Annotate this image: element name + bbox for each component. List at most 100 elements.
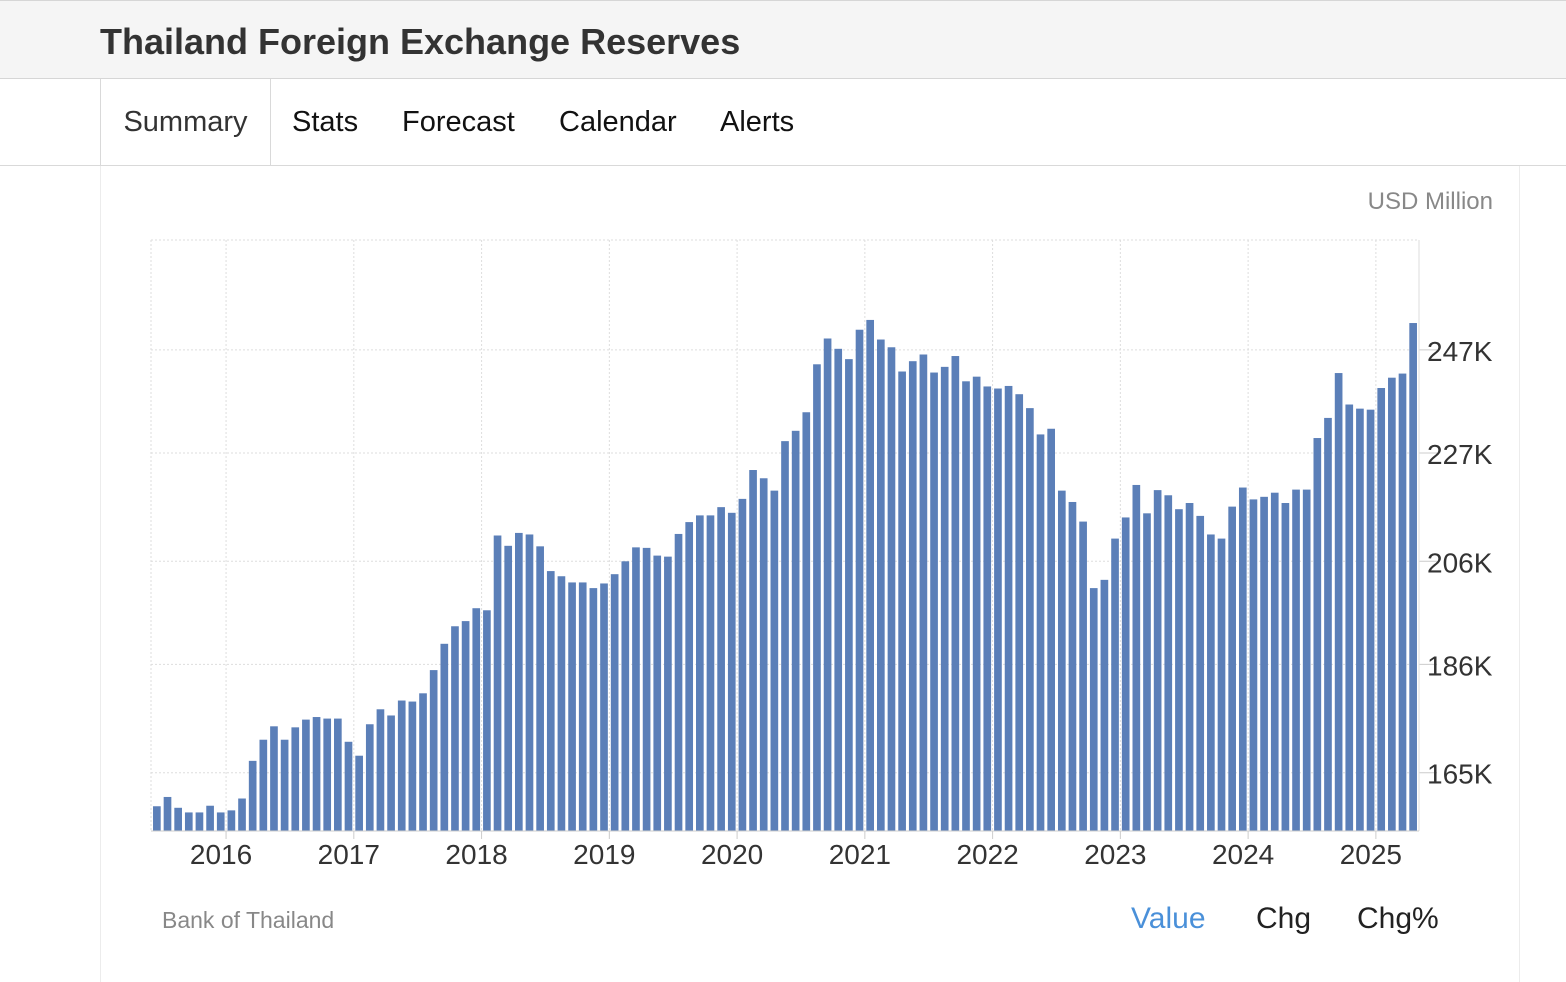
bar[interactable] <box>1313 438 1322 831</box>
bar[interactable] <box>1196 515 1205 831</box>
bar[interactable] <box>578 582 587 831</box>
bar[interactable] <box>1270 492 1279 831</box>
bar[interactable] <box>994 388 1002 831</box>
bar[interactable] <box>717 507 725 831</box>
bar[interactable] <box>1207 534 1215 831</box>
bar[interactable] <box>653 555 662 831</box>
bar[interactable] <box>153 806 161 831</box>
bar[interactable] <box>727 512 736 831</box>
bar[interactable] <box>280 739 289 831</box>
bar[interactable] <box>1132 484 1141 831</box>
bar[interactable] <box>1334 373 1343 831</box>
bar[interactable] <box>1164 495 1173 831</box>
bar[interactable] <box>387 715 395 831</box>
tab-alerts[interactable]: Alerts <box>720 106 795 138</box>
bar[interactable] <box>898 371 906 831</box>
bar[interactable] <box>589 588 598 831</box>
bar[interactable] <box>1004 385 1013 831</box>
bar[interactable] <box>1089 588 1098 831</box>
chg-percent-view-button[interactable]: Chg% <box>1357 902 1439 935</box>
bar[interactable] <box>323 718 332 831</box>
bar[interactable] <box>1026 408 1034 831</box>
bar[interactable] <box>376 709 385 831</box>
bar[interactable] <box>1143 513 1151 831</box>
bar[interactable] <box>706 515 715 831</box>
bar[interactable] <box>334 718 342 831</box>
bar[interactable] <box>983 386 992 831</box>
bar[interactable] <box>397 700 406 831</box>
bar[interactable] <box>1153 490 1162 831</box>
bar[interactable] <box>568 582 576 831</box>
bar[interactable] <box>419 693 427 831</box>
bar[interactable] <box>312 717 321 831</box>
bar[interactable] <box>365 724 374 831</box>
bar[interactable] <box>451 626 459 831</box>
bar[interactable] <box>1398 373 1407 831</box>
bar[interactable] <box>216 812 225 831</box>
bar[interactable] <box>461 621 470 831</box>
bar[interactable] <box>802 412 811 831</box>
bar[interactable] <box>940 366 949 831</box>
bar[interactable] <box>206 805 214 831</box>
bar[interactable] <box>866 319 875 831</box>
bar[interactable] <box>664 556 672 831</box>
bar[interactable] <box>1121 517 1130 831</box>
bar[interactable] <box>1409 323 1417 831</box>
bar[interactable] <box>515 532 523 831</box>
bar[interactable] <box>972 376 981 831</box>
tab-calendar[interactable]: Calendar <box>559 106 677 138</box>
bar[interactable] <box>1057 490 1066 831</box>
bar[interactable] <box>536 546 544 831</box>
bar[interactable] <box>1175 509 1183 831</box>
bar[interactable] <box>887 347 896 831</box>
bar[interactable] <box>749 470 757 831</box>
bar[interactable] <box>855 329 864 831</box>
bar[interactable] <box>195 812 204 831</box>
bar[interactable] <box>1228 506 1236 831</box>
bar[interactable] <box>1079 521 1087 831</box>
bar[interactable] <box>845 359 853 831</box>
bar[interactable] <box>1345 404 1354 831</box>
bar[interactable] <box>1100 579 1109 831</box>
bar[interactable] <box>440 643 449 831</box>
bar[interactable] <box>302 719 310 831</box>
bar[interactable] <box>674 533 683 831</box>
bar[interactable] <box>1356 408 1364 831</box>
bar[interactable] <box>1249 499 1258 831</box>
bar[interactable] <box>472 608 481 831</box>
bar[interactable] <box>429 670 438 831</box>
bar[interactable] <box>632 547 640 831</box>
bar[interactable] <box>270 726 278 831</box>
bar[interactable] <box>930 372 938 831</box>
bar[interactable] <box>642 547 651 831</box>
bar[interactable] <box>813 364 821 831</box>
bar[interactable] <box>259 739 268 831</box>
bar[interactable] <box>1047 428 1055 831</box>
chg-view-button[interactable]: Chg <box>1256 902 1312 935</box>
bar[interactable] <box>791 430 800 831</box>
bar[interactable] <box>781 441 789 831</box>
bar[interactable] <box>238 798 246 831</box>
bar[interactable] <box>483 610 491 831</box>
bar[interactable] <box>1111 538 1119 831</box>
bar[interactable] <box>759 478 768 831</box>
bar[interactable] <box>696 515 704 831</box>
bar[interactable] <box>1217 538 1226 831</box>
bar[interactable] <box>504 545 513 831</box>
tab-forecast[interactable]: Forecast <box>402 106 515 138</box>
bar[interactable] <box>834 348 843 831</box>
bar[interactable] <box>1015 394 1024 831</box>
bar[interactable] <box>1238 487 1247 831</box>
bar[interactable] <box>610 574 619 831</box>
bar[interactable] <box>1302 489 1311 831</box>
bar[interactable] <box>1260 496 1268 831</box>
bar[interactable] <box>163 796 172 831</box>
bar[interactable] <box>951 356 960 831</box>
bar[interactable] <box>1292 489 1300 831</box>
bar[interactable] <box>227 810 236 831</box>
bar[interactable] <box>1366 409 1375 831</box>
bar[interactable] <box>408 701 417 831</box>
value-view-button[interactable]: Value <box>1131 902 1206 935</box>
bar[interactable] <box>770 490 779 831</box>
tab-summary[interactable]: Summary <box>100 79 271 165</box>
